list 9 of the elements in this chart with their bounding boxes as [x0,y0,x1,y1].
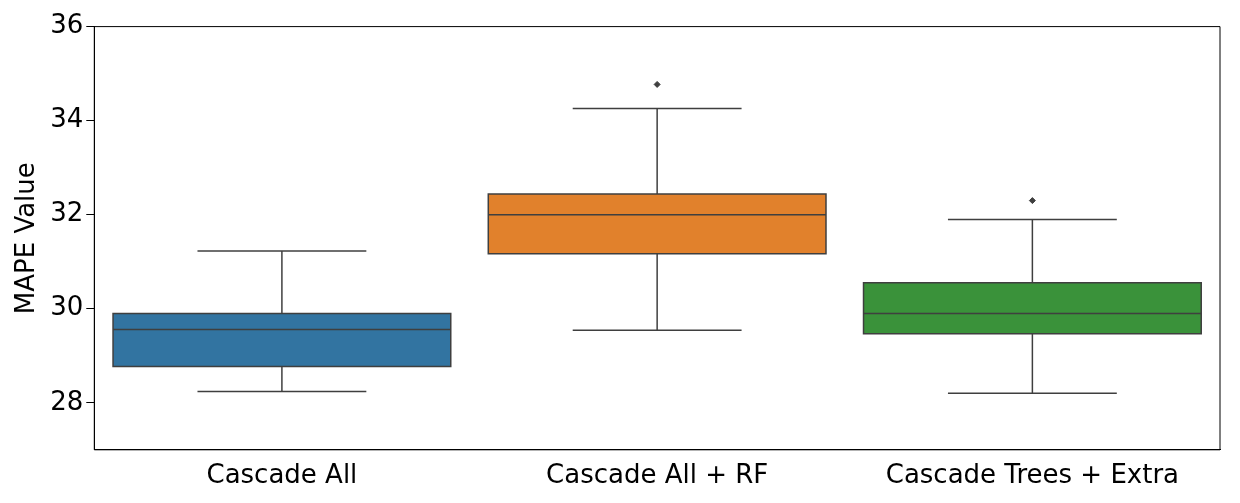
y-tick-label: 34 [50,103,84,134]
y-tick-label: 30 [50,291,84,322]
x-tick-label: Cascade Trees + Extra [885,459,1180,490]
y-tick-label: 36 [50,9,84,40]
y-tick-label: 32 [50,197,84,228]
x-tick-label: Cascade All + RF [546,459,769,490]
x-tick-label: Cascade All [206,459,358,490]
y-tick-label: 28 [50,385,84,416]
y-axis-title: MAPE Value [10,162,41,315]
